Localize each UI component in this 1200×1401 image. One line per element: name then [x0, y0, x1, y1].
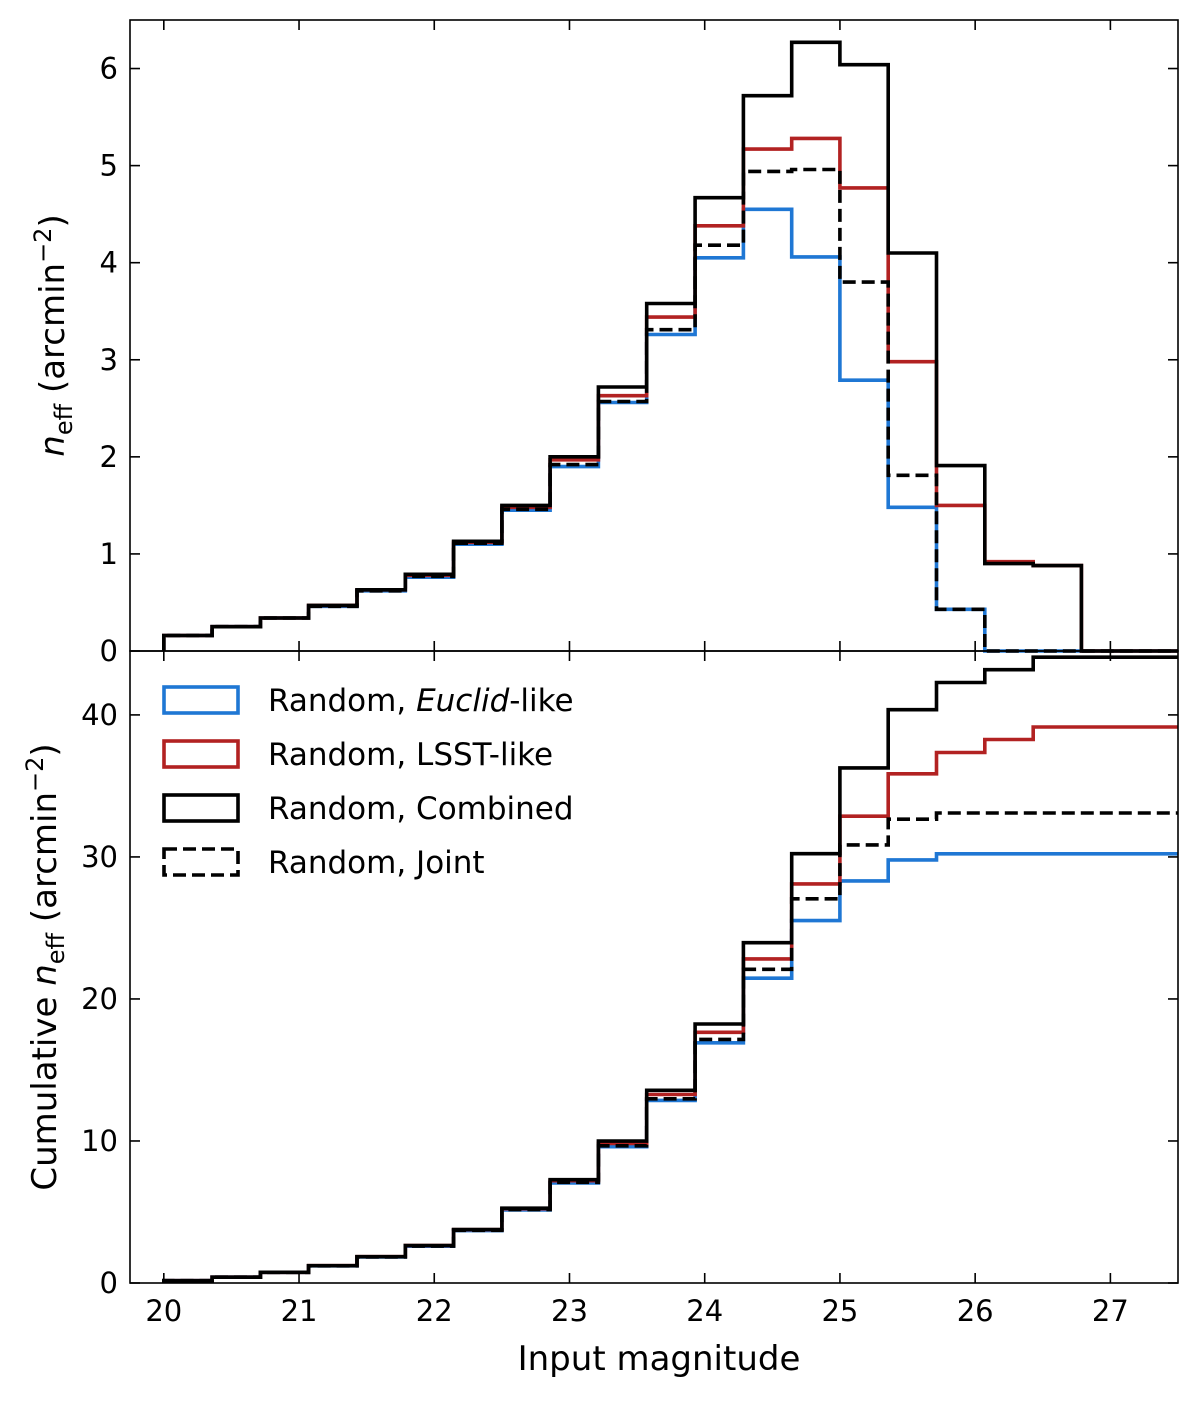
x-axis-label: Input magnitude — [518, 1339, 801, 1379]
y-tick-label: 30 — [81, 840, 118, 874]
bottom-panel: 20 21 22 23 24 25 26 27 0 10 20 30 40 Cumulative neff… — [21, 650, 1179, 1379]
y-label-unit-close: ) — [25, 743, 65, 756]
x-tick-label: 25 — [821, 1294, 858, 1328]
series-random-joint — [162, 167, 1178, 653]
y-label-exponent: −2 — [29, 228, 57, 263]
y-label-unit: (arcmin — [33, 263, 73, 404]
legend-swatch — [162, 685, 240, 715]
series-random-lsst-like — [162, 136, 1178, 653]
y-tick-label: 20 — [81, 982, 118, 1016]
x-tick-label: 26 — [957, 1294, 994, 1328]
x-tick-label: 23 — [551, 1294, 588, 1328]
y-tick-label: 0 — [100, 634, 118, 668]
legend-swatch — [162, 847, 240, 877]
y-label-text: Cumulative — [25, 986, 65, 1191]
legend-item: Random, Joint — [162, 845, 485, 881]
y-label-exponent: −2 — [21, 757, 49, 792]
y-tick-label: 2 — [100, 440, 118, 474]
series-random-euclid-like — [162, 852, 1178, 1283]
legend-label: Random, LSST-like — [268, 737, 553, 773]
y-label-symbol: n — [33, 435, 73, 457]
series-random-euclid-like — [162, 207, 1178, 653]
y-label-symbol: n — [25, 964, 65, 986]
legend-swatch — [162, 739, 240, 769]
y-label-subscript: eff — [42, 932, 70, 964]
y-tick-label: 6 — [100, 52, 118, 86]
legend: Random, Euclid-like Random, LSST-like Rand… — [162, 683, 574, 881]
y-tick-label: 5 — [100, 149, 118, 183]
legend-label: Random, Euclid-like — [268, 683, 574, 719]
axes-frame — [129, 650, 1179, 1284]
y-tick-label: 3 — [100, 343, 118, 377]
y-tick-label: 40 — [81, 698, 118, 732]
legend-item: Random, Euclid-like — [162, 683, 574, 719]
y-tick-label: 10 — [81, 1124, 118, 1158]
top-panel: 0 1 2 3 4 5 6 neff (arcmin−2) — [29, 19, 1179, 668]
y-tick-label: 0 — [100, 1266, 118, 1300]
legend-swatch — [162, 793, 240, 823]
legend-item: Random, LSST-like — [162, 737, 553, 773]
y-tick-label: 4 — [100, 246, 118, 280]
x-tick-label: 24 — [686, 1294, 723, 1328]
legend-item: Random, Combined — [162, 791, 574, 827]
y-label-unit-close: ) — [33, 214, 73, 227]
series-random-joint — [162, 811, 1178, 1283]
legend-label: Random, Joint — [268, 845, 485, 881]
y-label-unit: (arcmin — [25, 792, 65, 933]
y-axis-label: Cumulative neff (arcmin−2) — [21, 743, 70, 1190]
legend-label: Random, Combined — [268, 791, 574, 827]
y-label-subscript: eff — [50, 403, 78, 435]
x-tick-label: 22 — [416, 1294, 453, 1328]
y-axis-label: neff (arcmin−2) — [29, 214, 78, 456]
x-tick-label: 20 — [145, 1294, 182, 1328]
y-tick-label: 1 — [100, 537, 118, 571]
series-random-combined — [162, 40, 1178, 653]
x-tick-label: 21 — [281, 1294, 318, 1328]
x-tick-label: 27 — [1092, 1294, 1129, 1328]
